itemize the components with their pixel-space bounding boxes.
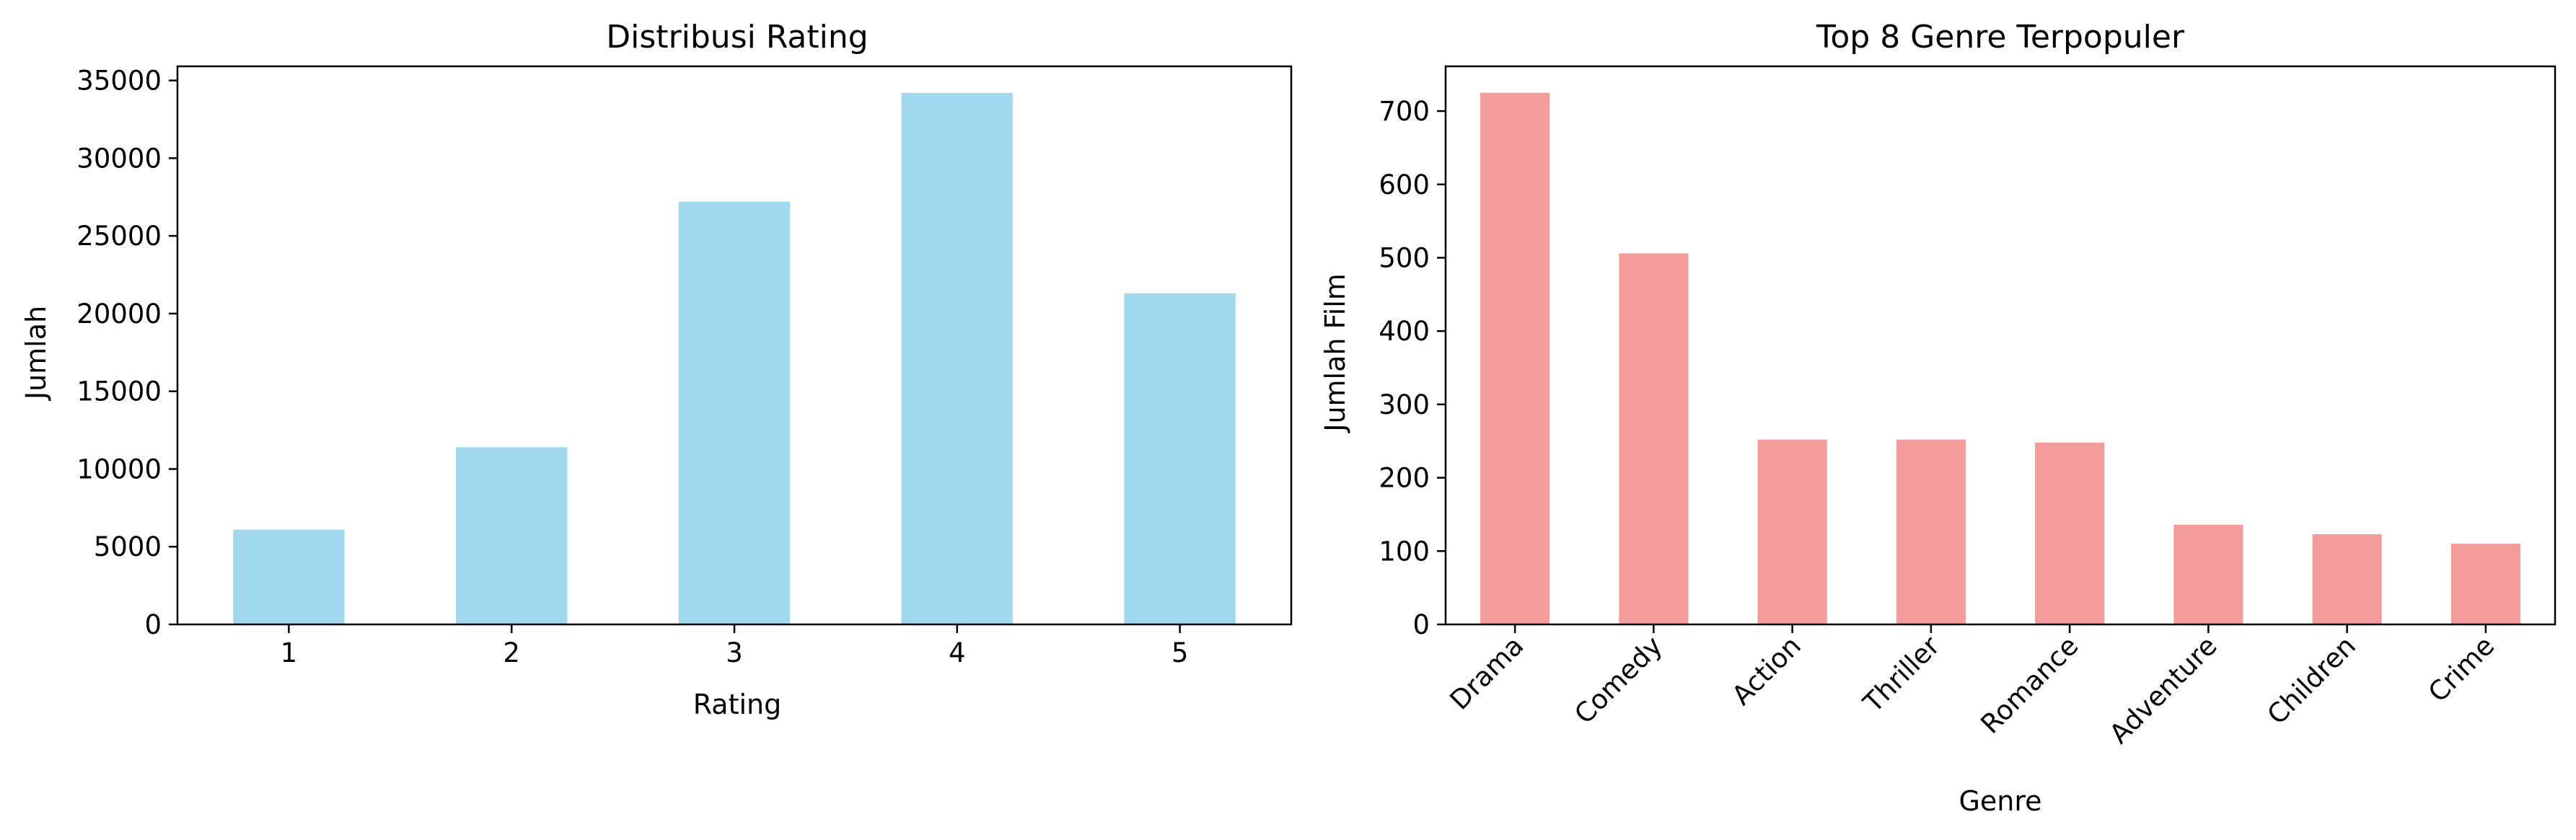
top-genre-chart: Top 8 Genre Terpopuler 0 100 200 300 400 500 6… xyxy=(1319,19,2557,817)
y-tick-label: 0 xyxy=(144,609,162,640)
x-tick-label: Crime xyxy=(2422,630,2500,708)
y-axis-label: Jumlah Film xyxy=(1319,273,1351,433)
y-tick-label: 300 xyxy=(1379,389,1430,420)
y-axis-ticks: 0 5000 10000 15000 20000 25000 30000 35000 xyxy=(76,66,177,640)
bar-4 xyxy=(901,92,1013,624)
x-tick-label: Comedy xyxy=(1568,630,1668,730)
bar-crime xyxy=(2450,544,2520,624)
x-tick-label: 5 xyxy=(1171,637,1189,668)
x-tick-label: 2 xyxy=(503,637,520,668)
y-axis-ticks: 0 100 200 300 400 500 600 700 xyxy=(1379,96,1446,640)
bar-5 xyxy=(1124,293,1236,624)
y-tick-label: 15000 xyxy=(76,376,162,407)
bar-children xyxy=(2312,534,2382,624)
x-tick-label: Drama xyxy=(1444,630,1530,716)
x-tick-label: Thriller xyxy=(1857,629,1946,719)
chart-title: Top 8 Genre Terpopuler xyxy=(1816,19,2185,56)
y-axis-label: Jumlah xyxy=(20,306,52,401)
chart-title: Distribusi Rating xyxy=(606,19,868,56)
y-tick-label: 5000 xyxy=(94,531,162,562)
x-axis-label: Genre xyxy=(1959,785,2041,817)
bar-action xyxy=(1757,439,1827,624)
rating-distribution-chart: Distribusi Rating 0500010000150002000025… xyxy=(20,19,1293,720)
x-tick-label: 3 xyxy=(726,637,743,668)
y-tick-label: 10000 xyxy=(76,454,162,485)
y-tick-label: 35000 xyxy=(76,66,162,97)
bar-2 xyxy=(456,447,568,624)
y-tick-label: 30000 xyxy=(76,143,162,174)
bars xyxy=(233,92,1236,624)
y-tick-label: 100 xyxy=(1379,536,1430,567)
x-tick-label: Romance xyxy=(1974,630,2084,740)
bar-comedy xyxy=(1619,253,1689,625)
bar-romance xyxy=(2035,442,2105,624)
x-tick-label: 4 xyxy=(949,637,966,668)
y-tick-label: 500 xyxy=(1379,242,1430,273)
bar-3 xyxy=(678,201,791,624)
x-tick-label: Action xyxy=(1726,630,1807,711)
bars xyxy=(1480,92,2520,625)
x-axis-ticks: Drama Comedy Action Thriller Romance Adventur… xyxy=(1444,624,2500,750)
bar-thriller xyxy=(1896,439,1966,624)
plot-frame xyxy=(1444,65,2557,626)
bar-1 xyxy=(233,529,345,624)
plot-frame xyxy=(176,65,1293,626)
x-tick-label: 1 xyxy=(281,637,298,668)
bar-drama xyxy=(1480,92,1550,624)
y-tick-label: 200 xyxy=(1379,463,1430,494)
bar-adventure xyxy=(2173,524,2243,624)
y-tick-label: 0 xyxy=(1412,609,1430,640)
y-tick-label: 600 xyxy=(1379,169,1430,200)
y-tick-label: 700 xyxy=(1379,96,1430,127)
y-tick-label: 400 xyxy=(1379,316,1430,347)
x-tick-label: Adventure xyxy=(2104,630,2223,750)
y-tick-label: 20000 xyxy=(76,299,162,330)
x-axis-label: Rating xyxy=(693,689,782,720)
x-tick-label: Children xyxy=(2261,630,2362,730)
y-tick-label: 25000 xyxy=(76,221,162,252)
x-axis-ticks: 1 2 3 4 5 xyxy=(281,624,1189,668)
